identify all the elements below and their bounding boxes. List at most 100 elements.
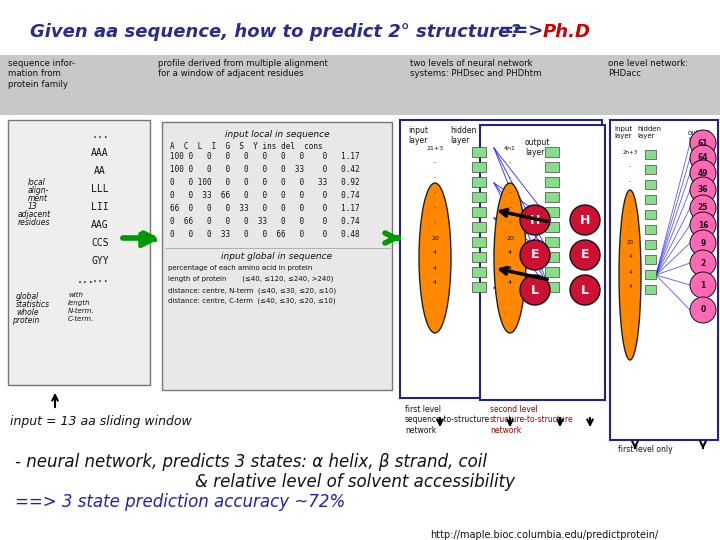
FancyBboxPatch shape — [480, 125, 605, 400]
Bar — [645, 180, 656, 189]
Bar — [645, 285, 656, 294]
Text: -: - — [434, 206, 436, 211]
Bar — [472, 162, 486, 172]
Text: 61: 61 — [698, 138, 708, 147]
Text: input global in sequence: input global in sequence — [222, 252, 333, 261]
Text: -: - — [434, 191, 436, 195]
Bar — [472, 267, 486, 277]
Text: input local in sequence: input local in sequence — [225, 130, 329, 139]
Circle shape — [690, 297, 716, 323]
Text: sequence infor-
mation from
protein family: sequence infor- mation from protein fami… — [8, 59, 75, 89]
Text: -: - — [434, 160, 436, 165]
Text: -: - — [629, 194, 631, 199]
Bar — [645, 195, 656, 204]
Text: - neural network, predicts 3 states: α helix, β strand, coil: - neural network, predicts 3 states: α h… — [15, 453, 487, 471]
Text: -: - — [509, 191, 511, 195]
Text: 4: 4 — [508, 251, 512, 255]
Text: two levels of neural network
systems: PHDsec and PHDhtm: two levels of neural network systems: PH… — [410, 59, 541, 78]
Bar — [545, 282, 559, 292]
Text: 0  66   0   0   0  33   0   0    0   0.74: 0 66 0 0 0 33 0 0 0 0.74 — [170, 217, 359, 226]
Bar — [645, 270, 656, 279]
Text: Ph.D: Ph.D — [543, 23, 591, 41]
Text: ...: ... — [76, 275, 94, 285]
Text: first level
sequence-to-structure
network: first level sequence-to-structure networ… — [405, 405, 490, 435]
Circle shape — [690, 177, 716, 203]
Text: residues: residues — [18, 218, 50, 227]
Text: 13: 13 — [28, 202, 37, 211]
Text: 64: 64 — [698, 153, 708, 163]
Text: 1: 1 — [701, 280, 706, 289]
FancyBboxPatch shape — [400, 120, 602, 398]
Text: protein: protein — [12, 316, 40, 325]
Text: ==> 3 state prediction accuracy ~72%: ==> 3 state prediction accuracy ~72% — [15, 493, 346, 511]
Text: local: local — [28, 178, 46, 187]
Text: one level network:
PHDacc: one level network: PHDacc — [608, 59, 688, 78]
Text: distance: centre, C-term  (≤40, ≤30, ≤20, ≤10): distance: centre, C-term (≤40, ≤30, ≤20,… — [168, 298, 336, 305]
Text: L: L — [581, 284, 589, 296]
Circle shape — [570, 240, 600, 270]
Text: A  C  L  I  G  S  Y ins del  cons: A C L I G S Y ins del cons — [170, 142, 323, 151]
Text: -: - — [629, 165, 631, 170]
Bar — [545, 237, 559, 247]
FancyBboxPatch shape — [610, 120, 718, 440]
Bar — [545, 222, 559, 232]
Text: adjacent: adjacent — [18, 210, 51, 219]
Text: length: length — [68, 300, 91, 306]
Text: L: L — [531, 284, 539, 296]
Text: AAG: AAG — [91, 220, 109, 230]
Text: Given aa sequence, how to predict 2° structure?: Given aa sequence, how to predict 2° str… — [30, 23, 521, 41]
Text: & relative level of solvent accessibility: & relative level of solvent accessibilit… — [195, 473, 515, 491]
Text: 36: 36 — [698, 186, 708, 194]
Text: 20: 20 — [626, 240, 634, 245]
Text: 4: 4 — [433, 266, 437, 271]
Bar — [645, 165, 656, 174]
Text: 9: 9 — [701, 239, 706, 247]
Text: length of protein       (≤40, ≤120, ≤240, >240): length of protein (≤40, ≤120, ≤240, >240… — [168, 276, 333, 282]
Text: 25: 25 — [698, 204, 708, 213]
Text: hidden
layer: hidden layer — [637, 126, 661, 139]
Text: output
layer: output layer — [688, 130, 711, 143]
Text: ==>: ==> — [498, 23, 544, 41]
Text: -: - — [509, 160, 511, 165]
Text: ment: ment — [28, 194, 48, 203]
Text: -: - — [509, 206, 511, 211]
FancyBboxPatch shape — [8, 120, 150, 385]
Text: whole: whole — [16, 308, 39, 317]
Text: 4: 4 — [629, 285, 631, 289]
Text: 0   0 100   0   0   0   0   0   33   0.92: 0 0 100 0 0 0 0 0 33 0.92 — [170, 178, 359, 187]
Bar — [645, 255, 656, 264]
Text: percentage of each amino acid in protein: percentage of each amino acid in protein — [168, 265, 312, 271]
Text: 4: 4 — [629, 269, 631, 274]
Circle shape — [520, 205, 550, 235]
Text: 2n+3: 2n+3 — [622, 150, 638, 154]
Text: statistics: statistics — [16, 300, 50, 309]
Circle shape — [570, 205, 600, 235]
Text: -: - — [629, 179, 631, 185]
Text: -: - — [434, 176, 436, 180]
Text: input
layer: input layer — [614, 126, 632, 139]
Bar — [545, 267, 559, 277]
Text: second level
structure-to-structure
network: second level structure-to-structure netw… — [490, 405, 574, 435]
Text: output
layer: output layer — [525, 138, 551, 157]
Circle shape — [690, 272, 716, 298]
Bar — [645, 240, 656, 249]
Text: 21+3: 21+3 — [426, 145, 444, 151]
Circle shape — [690, 195, 716, 221]
Circle shape — [690, 160, 716, 186]
Text: CCS: CCS — [91, 238, 109, 248]
Text: AA: AA — [94, 166, 106, 176]
Text: LLL: LLL — [91, 184, 109, 194]
Text: -: - — [629, 225, 631, 230]
Circle shape — [690, 212, 716, 238]
Circle shape — [690, 230, 716, 256]
Text: profile derived from multiple alignment
for a window of adjacent residues: profile derived from multiple alignment … — [158, 59, 328, 78]
Text: first level only: first level only — [618, 445, 672, 454]
Bar — [472, 147, 486, 157]
Bar — [645, 225, 656, 234]
Bar — [545, 252, 559, 262]
Circle shape — [690, 250, 716, 276]
Text: E: E — [581, 248, 589, 261]
Text: input
layer: input layer — [408, 126, 428, 145]
Text: -: - — [509, 220, 511, 226]
Text: hidden
layer: hidden layer — [450, 126, 477, 145]
